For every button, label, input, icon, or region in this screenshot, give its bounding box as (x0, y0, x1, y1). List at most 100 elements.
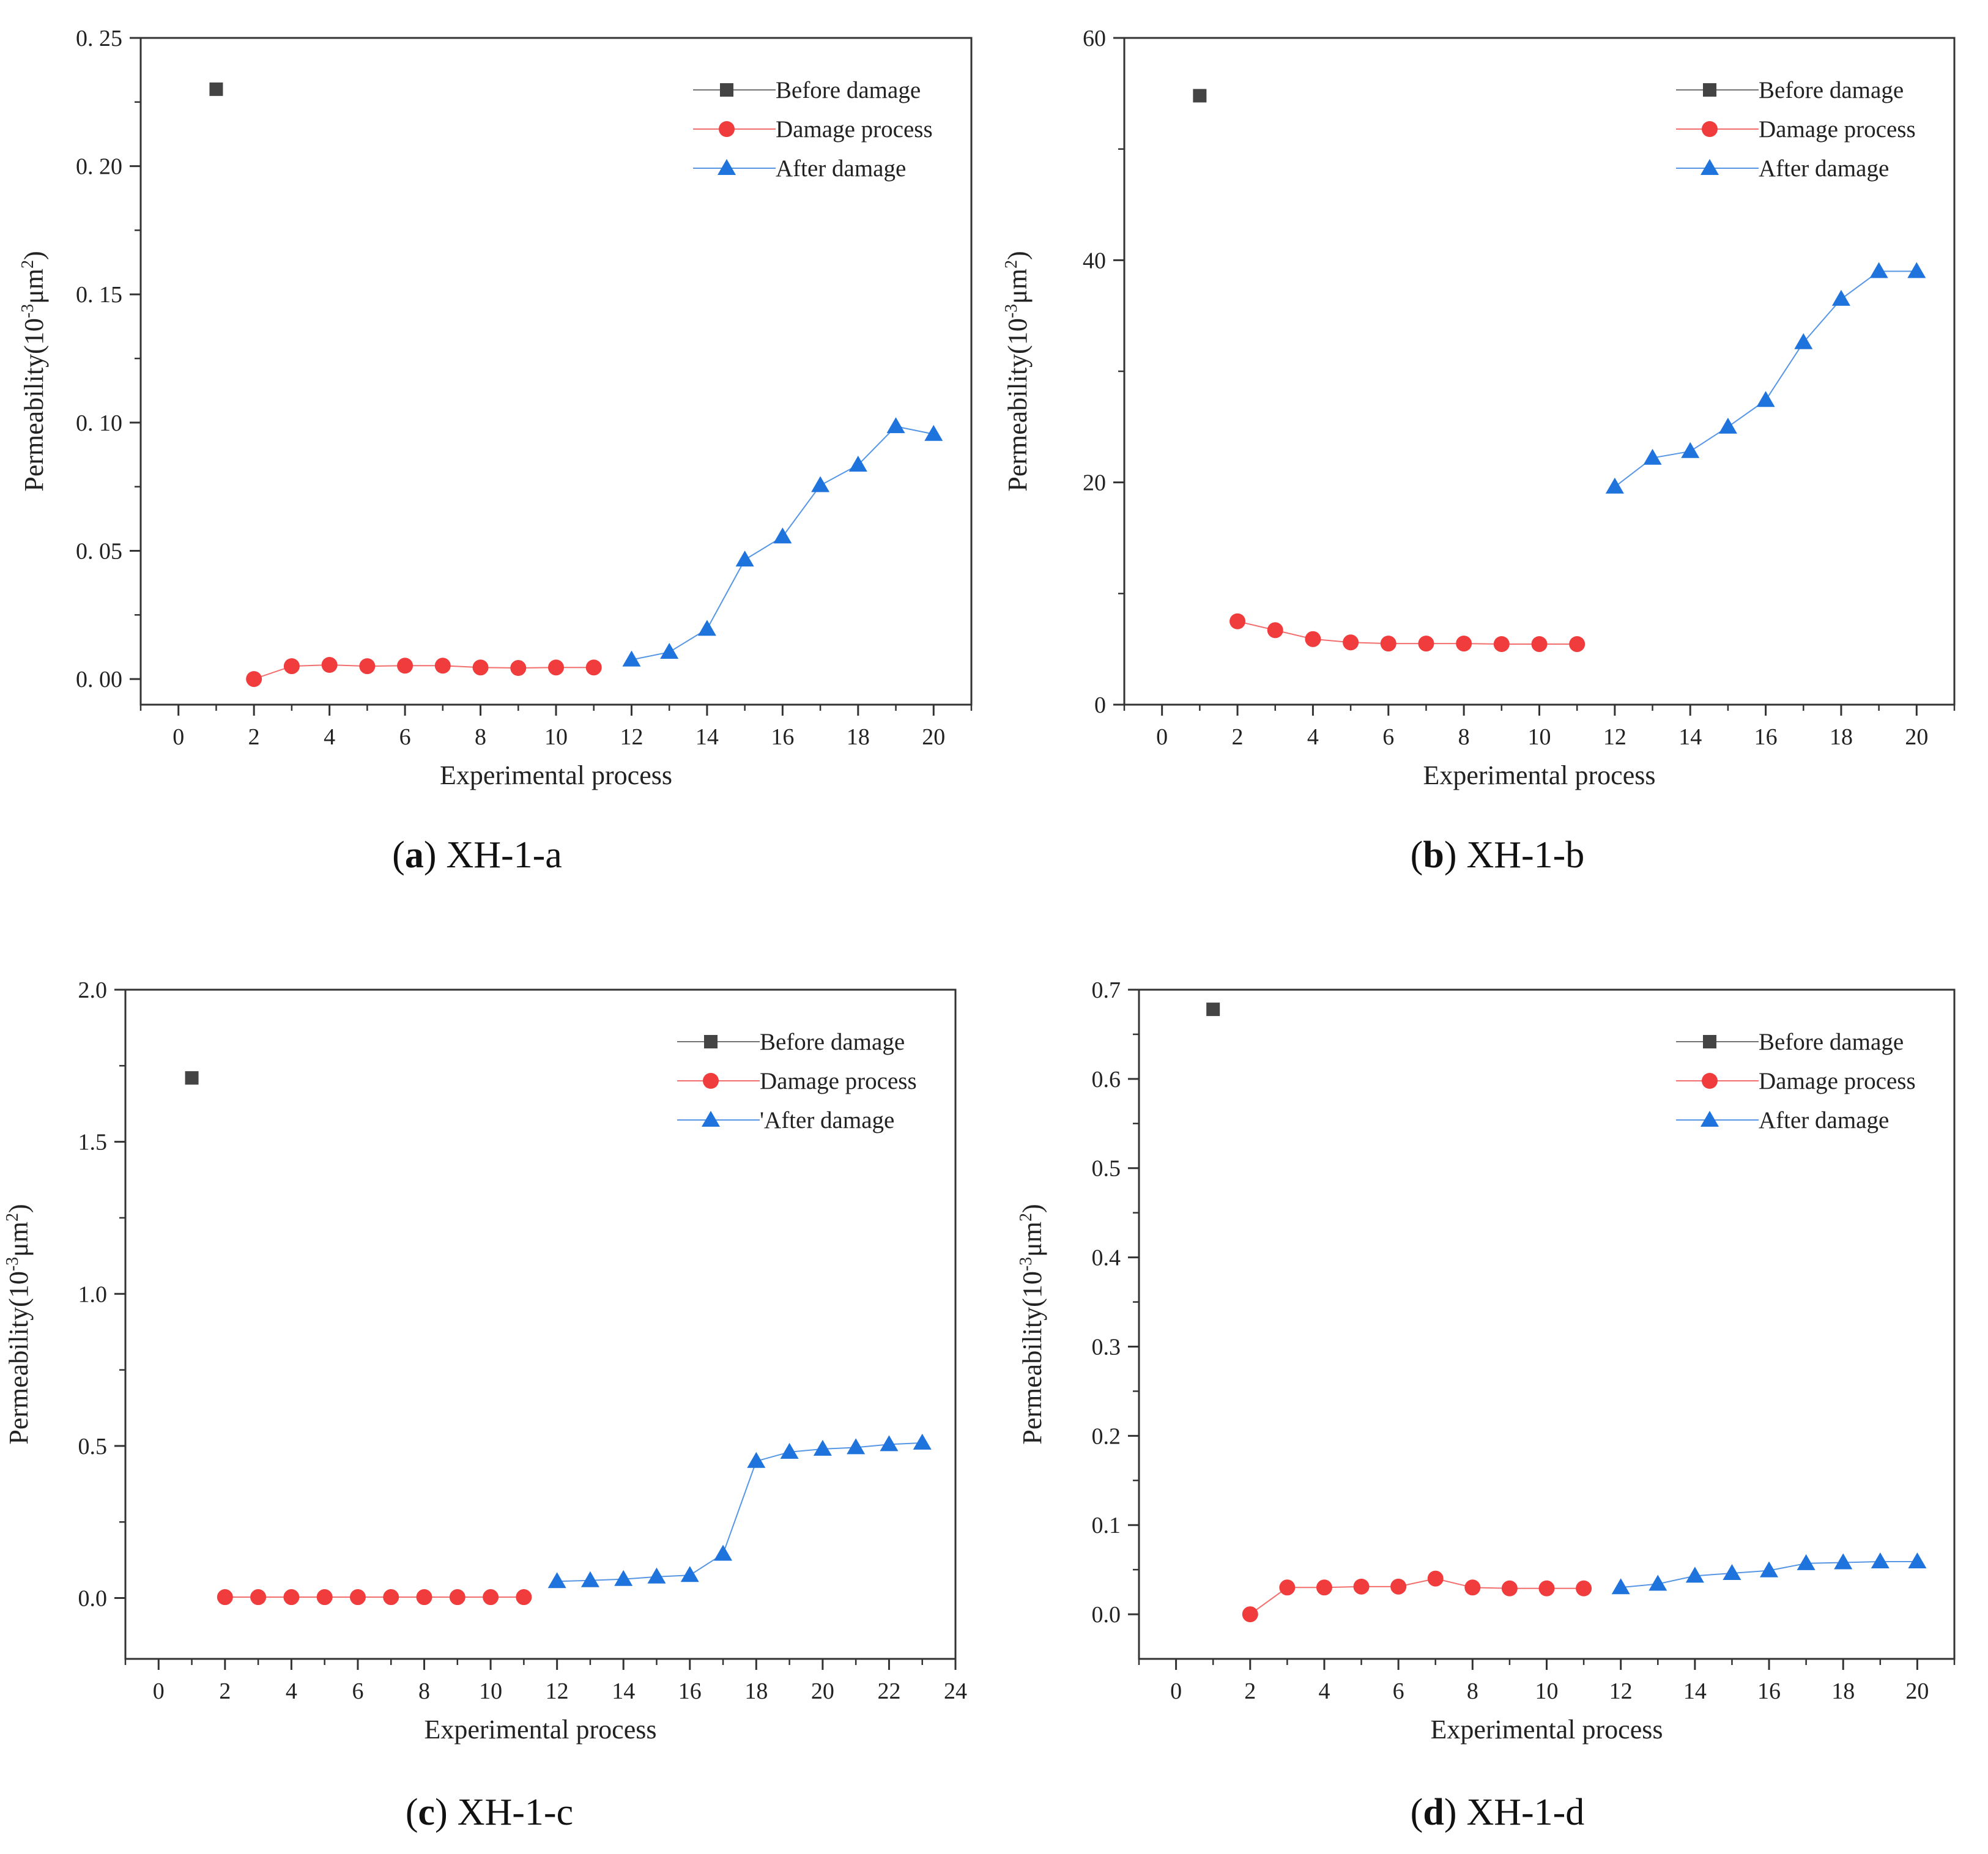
data-point (472, 659, 489, 676)
data-point (1305, 631, 1321, 647)
y-axis-title-sup2: 2 (18, 260, 37, 269)
series-line (1237, 620, 1578, 645)
x-tick-label: 4 (324, 724, 335, 750)
data-point (1316, 1579, 1332, 1596)
data-point (1681, 442, 1700, 458)
legend-label: After damage (1759, 1107, 1889, 1133)
caption-open: ( (392, 834, 405, 876)
caption-close: ) (1444, 1792, 1457, 1833)
series-1 (217, 1589, 532, 1606)
series-line (1614, 270, 1917, 488)
data-point (397, 658, 414, 674)
legend: Before damage Damage process After damage (1676, 1029, 1916, 1133)
y-tick-label: 0.7 (1092, 977, 1121, 1003)
data-point (1907, 262, 1926, 278)
caption: (d) XH-1-d (1411, 1792, 1585, 1833)
x-tick-label: 16 (1754, 724, 1778, 750)
data-point (1834, 1553, 1853, 1570)
series-line (557, 1442, 922, 1582)
y-axis-title: Permeability(10-3μm2) (1002, 251, 1033, 491)
x-tick-label: 8 (418, 1678, 430, 1704)
x-axis-title: Experimental process (440, 760, 672, 790)
caption-close: ) (435, 1792, 448, 1833)
caption-text: XH-1-d (1466, 1792, 1584, 1833)
y-axis-title-sup2: 2 (1002, 260, 1021, 269)
y-tick-label: 20 (1083, 470, 1106, 496)
data-point (1538, 1580, 1555, 1596)
data-point (1611, 1578, 1630, 1595)
data-point (1380, 636, 1396, 652)
data-point (321, 657, 338, 673)
data-point (209, 82, 223, 96)
legend-marker (1703, 1035, 1716, 1048)
data-point (714, 1544, 733, 1561)
legend-marker (703, 1073, 719, 1089)
legend-label: Damage process (760, 1068, 917, 1094)
data-point (217, 1589, 233, 1606)
data-point (1353, 1578, 1370, 1595)
data-point (1756, 391, 1775, 407)
series-0 (209, 82, 223, 96)
x-tick-label: 10 (479, 1678, 502, 1704)
data-point (1649, 1574, 1667, 1591)
y-axis-title: Permeability(10-3μm2) (3, 1204, 34, 1444)
data-point (880, 1435, 899, 1452)
data-point (1531, 636, 1548, 652)
y-axis-title-mid: μm (4, 1222, 34, 1257)
y-tick-label: 0.6 (1092, 1067, 1121, 1092)
legend-label: Damage process (776, 116, 933, 143)
data-point (1760, 1561, 1779, 1578)
x-tick-label: 4 (1307, 724, 1319, 750)
x-tick-label: 8 (1458, 724, 1470, 750)
y-tick-label: 0.4 (1092, 1245, 1121, 1271)
y-tick-label: 0. 05 (76, 538, 122, 564)
x-tick-label: 14 (1678, 724, 1702, 750)
legend-marker (718, 159, 736, 175)
caption-letter: d (1423, 1792, 1444, 1833)
y-axis-title-sup1: -3 (3, 1257, 22, 1271)
y-axis-title-sup2: 2 (1017, 1213, 1036, 1222)
data-point (924, 425, 943, 441)
data-point (483, 1589, 499, 1606)
y-axis-title-end: ) (19, 251, 49, 260)
data-point (1193, 89, 1207, 103)
y-axis-title-mid: μm (1003, 269, 1033, 304)
x-tick-label: 6 (399, 724, 411, 750)
data-point (1427, 1570, 1444, 1587)
legend-marker (1701, 159, 1719, 175)
series-2 (1611, 1552, 1927, 1595)
legend-label: Damage process (1759, 1068, 1916, 1094)
legend: Before damage Damage process After damage (693, 77, 933, 182)
data-point (580, 1571, 599, 1587)
caption-text: XH-1-b (1466, 834, 1584, 876)
data-point (548, 659, 564, 676)
x-tick-label: 24 (944, 1678, 967, 1704)
y-axis-title-sup1: -3 (1017, 1257, 1036, 1271)
x-tick-label: 6 (352, 1678, 363, 1704)
data-point (886, 417, 905, 434)
x-tick-label: 12 (620, 724, 643, 750)
x-tick-label: 10 (1535, 1678, 1559, 1704)
y-tick-label: 0. 25 (76, 26, 122, 51)
data-point (1908, 1552, 1927, 1569)
data-point (283, 1589, 300, 1606)
caption-letter: a (405, 834, 424, 876)
data-point (1493, 636, 1510, 652)
data-point (547, 1572, 566, 1589)
y-tick-label: 0.1 (1092, 1513, 1121, 1538)
data-point (1794, 333, 1813, 349)
legend-marker (702, 1111, 720, 1127)
data-point (1279, 1579, 1296, 1596)
data-point (1605, 477, 1624, 494)
legend-label: Before damage (1759, 77, 1904, 103)
data-point (283, 658, 300, 675)
caption-close: ) (424, 834, 437, 876)
y-tick-label: 0.3 (1092, 1334, 1121, 1360)
x-tick-label: 0 (172, 724, 184, 750)
data-point (847, 1438, 866, 1455)
x-tick-label: 16 (771, 724, 794, 750)
data-point (516, 1589, 532, 1606)
y-tick-label: 0.0 (78, 1586, 108, 1612)
legend-label: Damage process (1759, 116, 1916, 143)
